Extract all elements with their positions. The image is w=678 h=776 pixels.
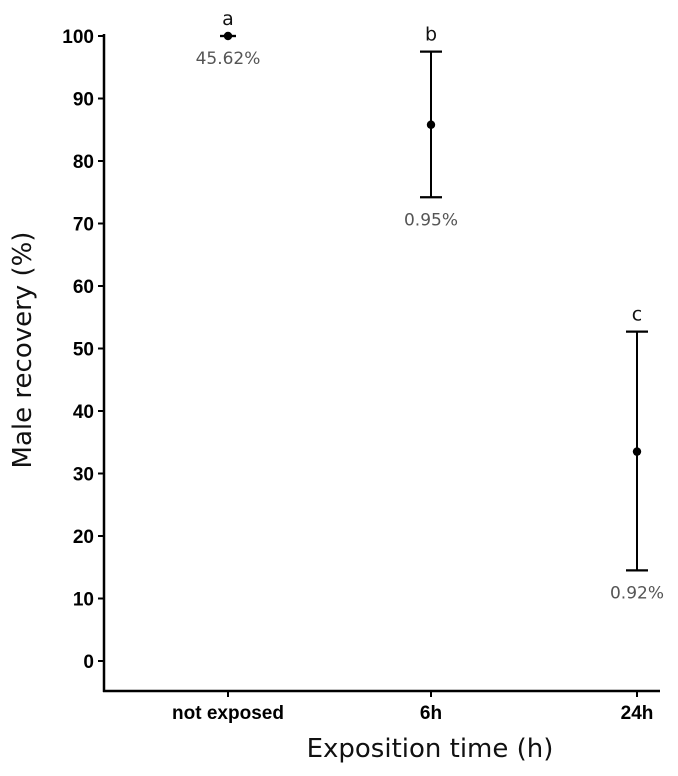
x-tick-label: 6h [420, 703, 442, 724]
significance-letter: b [425, 24, 437, 46]
x-ticks: not exposed 6h 24h [172, 691, 653, 724]
y-axis: 0 10 20 30 40 50 60 70 80 90 100 [62, 27, 106, 692]
y-tick-label: 20 [73, 527, 94, 548]
significance-letter: c [632, 304, 642, 326]
y-tick-label: 0 [83, 652, 94, 673]
y-tick-label: 80 [73, 152, 94, 173]
data-point [632, 447, 642, 456]
x-axis-title: Exposition time (h) [307, 734, 554, 764]
y-tick-label: 10 [73, 590, 94, 611]
x-tick-label: 24h [621, 703, 654, 724]
x-tick-label: not exposed [172, 703, 284, 724]
data-marks [220, 31, 648, 572]
y-tick-label: 40 [73, 402, 94, 423]
data-point [223, 31, 233, 41]
x-axis: not exposed 6h 24h [103, 689, 660, 724]
y-tick-label: 90 [73, 90, 94, 111]
percentage-label: 0.92% [610, 583, 664, 603]
y-ticks: 0 10 20 30 40 50 60 70 80 90 100 [62, 27, 104, 673]
y-tick-label: 50 [73, 340, 94, 361]
data-point [426, 120, 436, 129]
annotations: a b c 45.62% 0.95% 0.92% [196, 8, 664, 603]
y-tick-label: 60 [73, 277, 94, 298]
significance-letter: a [222, 8, 234, 30]
y-axis-title: Male recovery (%) [8, 232, 38, 469]
y-tick-label: 30 [73, 465, 94, 486]
percentage-label: 0.95% [404, 210, 458, 230]
y-tick-label: 100 [62, 27, 94, 48]
percentage-label: 45.62% [196, 49, 261, 69]
y-tick-label: 70 [73, 215, 94, 236]
